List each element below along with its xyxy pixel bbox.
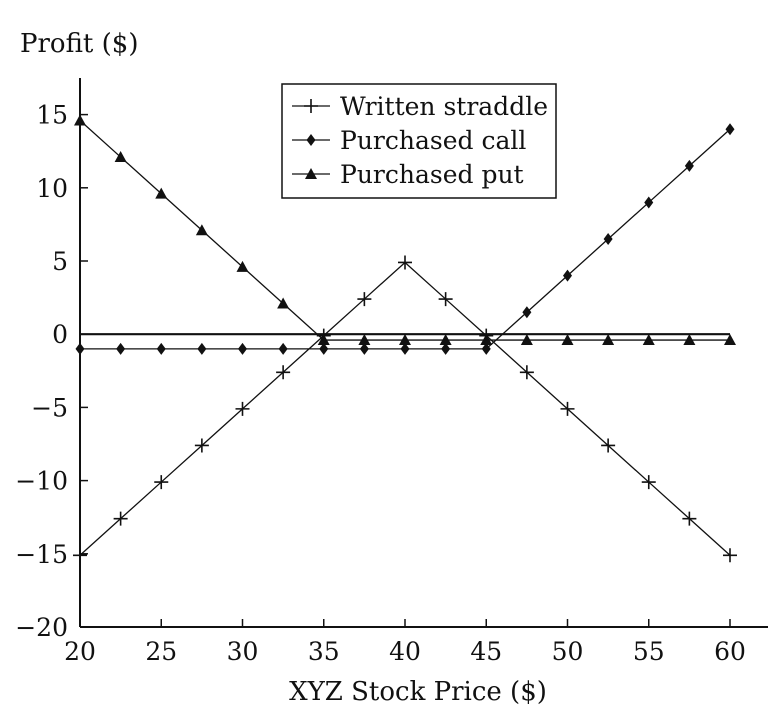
legend: Written straddle Purchased call Purchased …: [281, 83, 557, 199]
legend-box: [281, 83, 557, 199]
written-straddle-point: [438, 292, 453, 307]
y-tick-label: 5: [52, 247, 68, 276]
x-tick-label: 55: [633, 637, 665, 666]
x-tick-label: 30: [227, 637, 259, 666]
legend-label-purchased-call: Purchased call: [340, 126, 526, 155]
written-straddle-point: [73, 548, 87, 563]
x-tick-label: 45: [470, 637, 502, 666]
y-tick-label: 0: [52, 320, 68, 349]
purchased-call-point: [319, 342, 329, 355]
legend-label-written-straddle: Written straddle: [340, 92, 548, 121]
x-tick-label: 35: [308, 637, 340, 666]
x-tick-label: 40: [389, 637, 421, 666]
purchased-put-point: [114, 151, 127, 163]
written-straddle-point: [154, 475, 169, 490]
written-straddle-point: [398, 255, 412, 270]
x-tick-label: 25: [145, 637, 177, 666]
purchased-call-point: [75, 342, 85, 355]
legend-marker-written-straddle: [304, 99, 318, 113]
purchased-put-point: [480, 334, 493, 346]
purchased-put-point: [683, 334, 696, 346]
y-tick-label: 10: [36, 174, 68, 203]
x-tick-label: 20: [64, 637, 96, 666]
purchased-put-point: [236, 260, 249, 272]
y-tick-label: −15: [15, 540, 68, 569]
legend-marker-purchased-put: [305, 168, 317, 179]
legend-label-purchased-put: Purchased put: [340, 160, 524, 189]
x-tick-label: 60: [714, 637, 746, 666]
purchased-put-point: [561, 334, 574, 346]
purchased-call-point: [197, 342, 207, 355]
purchased-put-point: [358, 334, 371, 346]
purchased-put-point: [439, 334, 452, 346]
purchased-call-point: [644, 196, 654, 209]
purchased-call-point: [156, 342, 166, 355]
written-straddle-point: [357, 292, 372, 307]
y-tick-label: 15: [36, 101, 68, 130]
y-axis-title: Profit ($): [20, 29, 138, 59]
purchased-call-point: [278, 342, 288, 355]
written-straddle-point: [641, 475, 656, 490]
purchased-put-point: [602, 334, 615, 346]
written-straddle-point: [519, 365, 534, 380]
purchased-put-point: [74, 114, 86, 126]
written-straddle-point: [235, 401, 250, 416]
written-straddle-point: [682, 511, 697, 526]
purchased-put-point: [520, 334, 533, 346]
y-tick-label: −5: [31, 393, 68, 422]
purchased-put-point: [642, 334, 655, 346]
purchased-call-point: [359, 342, 369, 355]
purchased-put-point: [155, 187, 168, 199]
written-straddle-point: [276, 365, 291, 380]
purchased-call-point: [400, 342, 410, 355]
purchased-call-point: [563, 269, 572, 282]
y-tick-label: −10: [15, 467, 68, 496]
purchased-call-point: [684, 159, 694, 172]
written-straddle-point: [723, 548, 737, 563]
purchased-call-point: [238, 342, 247, 355]
written-straddle-line: [79, 261, 731, 556]
x-axis-title: XYZ Stock Price ($): [289, 677, 547, 707]
purchased-put-point: [399, 334, 411, 346]
purchased-put-point: [277, 297, 290, 309]
purchased-call-point: [725, 123, 735, 136]
purchased-call-point: [481, 342, 491, 355]
written-straddle-point: [194, 438, 209, 453]
written-straddle-point: [601, 438, 616, 453]
purchased-call-point: [522, 306, 532, 319]
x-tick-label: 50: [552, 637, 584, 666]
purchased-call-point: [116, 342, 126, 355]
purchased-call-point: [441, 342, 451, 355]
written-straddle-point: [113, 511, 128, 526]
purchased-put-point: [317, 334, 330, 346]
legend-marker-purchased-call: [306, 134, 316, 146]
purchased-put-point: [724, 334, 736, 346]
purchased-call-point: [603, 233, 613, 246]
written-straddle-point: [560, 401, 575, 416]
y-tick-label: −20: [15, 613, 68, 642]
purchased-put-point: [195, 224, 208, 236]
